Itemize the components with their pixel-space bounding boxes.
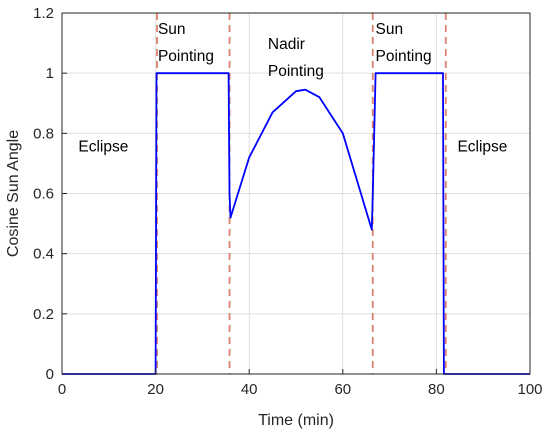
x-tick-label: 20 (147, 381, 164, 398)
x-tick-label: 40 (241, 381, 258, 398)
y-axis-label: Cosine Sun Angle (5, 130, 22, 257)
annotation-label: Pointing (268, 63, 324, 80)
x-axis-ticks: 0 20 40 60 80 100 (58, 369, 543, 398)
annotations: Eclipse Sun Pointing Nadir Pointing Sun Pointi… (78, 21, 507, 155)
y-tick-label: 1.2 (33, 5, 54, 22)
x-axis-label: Time (min) (258, 412, 334, 429)
y-tick-label: 0.6 (33, 186, 54, 203)
annotation-label: Eclipse (78, 138, 128, 155)
x-tick-label: 0 (58, 381, 66, 398)
y-axis-ticks: 0 0.2 0.4 0.6 0.8 1 1.2 (33, 5, 67, 383)
y-tick-label: 0.2 (33, 306, 54, 323)
series-layer (62, 72, 530, 375)
y-tick-label: 0.8 (33, 125, 54, 142)
annotation-label: Pointing (158, 48, 214, 65)
x-tick-label: 100 (517, 381, 542, 398)
y-tick-label: 0 (46, 366, 54, 383)
annotation-label: Sun (376, 21, 404, 38)
annotation-label: Sun (158, 21, 186, 38)
annotation-label: Eclipse (457, 138, 507, 155)
y-tick-label: 0.4 (33, 246, 54, 263)
x-tick-label: 60 (334, 381, 351, 398)
x-tick-label: 80 (428, 381, 445, 398)
annotation-label: Pointing (376, 48, 432, 65)
y-tick-label: 1 (46, 65, 54, 82)
series-line (62, 72, 530, 375)
annotation-label: Nadir (268, 36, 305, 53)
